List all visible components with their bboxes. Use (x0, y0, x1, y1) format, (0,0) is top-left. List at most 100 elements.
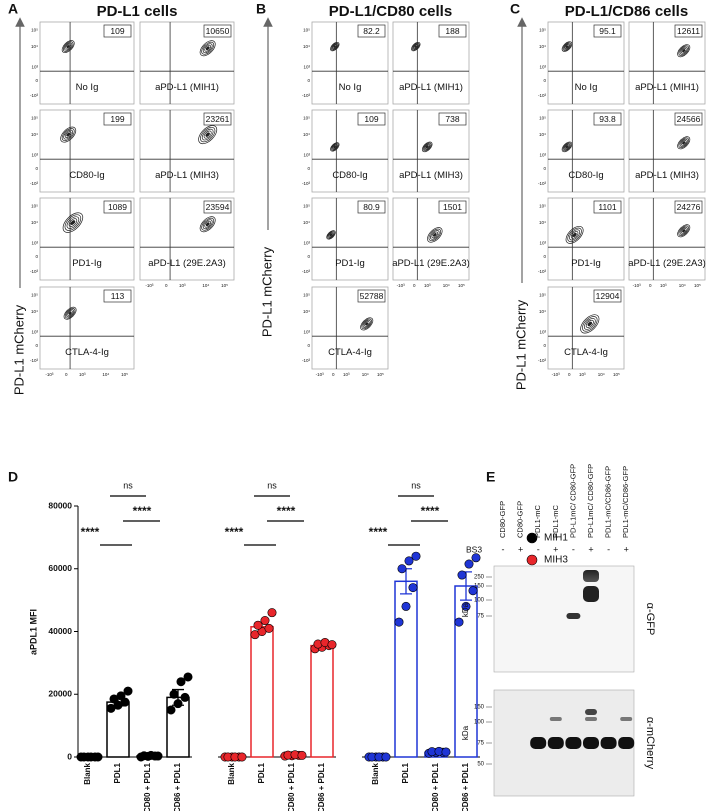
x-tick-label: PDL1 (113, 762, 122, 783)
mfi-value: 188 (445, 26, 459, 36)
x-tick-label: CD86 + PDL1 (317, 762, 326, 811)
contour (328, 232, 334, 237)
plot-label: aPD-L1 (MIH1) (635, 82, 699, 93)
y-tick-label: 0 (35, 78, 38, 83)
band (620, 717, 633, 721)
mfi-box (203, 112, 232, 126)
y-tick-label: 10⁴ (539, 220, 546, 225)
contour (66, 309, 75, 318)
contour (205, 222, 210, 227)
band (583, 570, 599, 582)
x-tick-label: 10⁴ (202, 283, 209, 288)
contour (564, 44, 570, 49)
contour (682, 49, 686, 53)
plot-label: CTLA-4-Ig (65, 347, 109, 358)
mfi-box (357, 24, 386, 38)
flow-plot: 1089 PD1-Ig 10⁵ 10⁴ 10³ 0 -10³ (30, 197, 135, 281)
band (549, 717, 562, 721)
x-tick-label: -10³ (45, 372, 54, 377)
data-point (116, 691, 126, 701)
panel-letter: B (256, 1, 266, 17)
flow-plot: 52788 CTLA-4-Ig 10⁵ 10⁴ 10³ 0 -10³ -10³ 0 10³ 10⁴ 1… (302, 286, 389, 377)
significance-label: **** (133, 504, 152, 518)
y-tick-label: -10³ (302, 181, 311, 186)
legend-marker (526, 554, 538, 566)
contour (678, 225, 689, 237)
x-tick-label: 10⁵ (458, 283, 465, 288)
marker-label: 150 (474, 584, 485, 590)
y-tick-label: 10³ (31, 64, 38, 69)
mfi-value: 82.2 (363, 26, 380, 36)
data-point (180, 692, 190, 702)
data-point (267, 608, 277, 618)
data-point (397, 564, 407, 574)
mfi-box (593, 24, 622, 38)
mfi-box (103, 289, 132, 303)
treatment-sign: - (607, 544, 610, 554)
x-tick-label: -10³ (552, 372, 561, 377)
mfi-value: 113 (111, 291, 125, 301)
x-tick-label: 10⁵ (694, 283, 701, 288)
contour (332, 44, 337, 49)
mfi-box (438, 112, 467, 126)
contour (583, 318, 596, 330)
y-tick-label: 10³ (539, 329, 546, 334)
plot-label: aPD-L1 (MIH3) (399, 170, 463, 181)
data-point (183, 672, 193, 682)
lane-label: PDL1-mC/CD86-GFP (621, 466, 630, 538)
data-point (123, 686, 133, 696)
x-tick-label: 0 (413, 283, 416, 288)
x-tick-label: 10⁵ (221, 283, 228, 288)
contour (327, 231, 335, 239)
contour (330, 142, 340, 152)
mfi-box (674, 24, 703, 38)
y-axis-label: PD-L1 mCherry (11, 304, 26, 395)
contour (63, 129, 74, 140)
data-point (468, 586, 478, 596)
data-point (93, 752, 103, 762)
data-point (411, 551, 421, 561)
flow-plot: 199 CD80-Ig 10⁵ 10⁴ 10³ 0 -10³ (30, 109, 135, 193)
contour (198, 125, 218, 145)
y-tick-label: 10⁵ (539, 27, 546, 32)
y-tick-label: 10⁴ (303, 44, 310, 49)
contour (561, 41, 573, 52)
contour (62, 41, 74, 52)
mfi-box (103, 200, 132, 214)
y-tick-label: 10³ (539, 152, 546, 157)
panel-letter: C (510, 1, 520, 17)
data-point (237, 752, 247, 762)
x-tick-label: 10⁴ (598, 372, 605, 377)
y-tick-label: 20000 (48, 689, 72, 699)
marker-label: 100 (474, 720, 485, 726)
data-point (327, 640, 337, 650)
significance-label: **** (421, 504, 440, 518)
contour (680, 139, 687, 146)
contour (565, 145, 569, 149)
contour (64, 214, 82, 231)
contour (203, 130, 212, 139)
y-tick-label: 10³ (539, 240, 546, 245)
y-tick-label: 10³ (303, 329, 310, 334)
y-tick-label: 60000 (48, 563, 72, 573)
contour (362, 319, 371, 328)
blot-membrane (493, 565, 635, 673)
x-tick-label: 10³ (579, 372, 586, 377)
contour (331, 43, 338, 50)
mfi-box (438, 24, 467, 38)
y-tick-label: 0 (35, 166, 38, 171)
plot-label: aPD-L1 (29E.2A3) (392, 258, 470, 269)
mfi-value: 199 (110, 114, 124, 124)
flow-plot: 738 aPD-L1 (MIH3) (392, 109, 470, 193)
flow-plot: 93.8 CD80-Ig 10⁵ 10⁴ 10³ 0 -10³ (538, 109, 625, 193)
contour (582, 316, 598, 332)
y-tick-label: -10³ (30, 93, 39, 98)
plot-label: No Ig (575, 82, 598, 93)
contour (66, 216, 80, 229)
contour (66, 132, 71, 137)
flow-plot: 12904 CTLA-4-Ig 10⁵ 10⁴ 10³ 0 -10³ -10³ 0 10³ 10⁴ 1… (538, 286, 625, 377)
y-axis-label: aPDL1 MFI (28, 609, 38, 655)
y-tick-label: 10⁴ (539, 132, 546, 137)
y-tick-label: 10³ (31, 152, 38, 157)
